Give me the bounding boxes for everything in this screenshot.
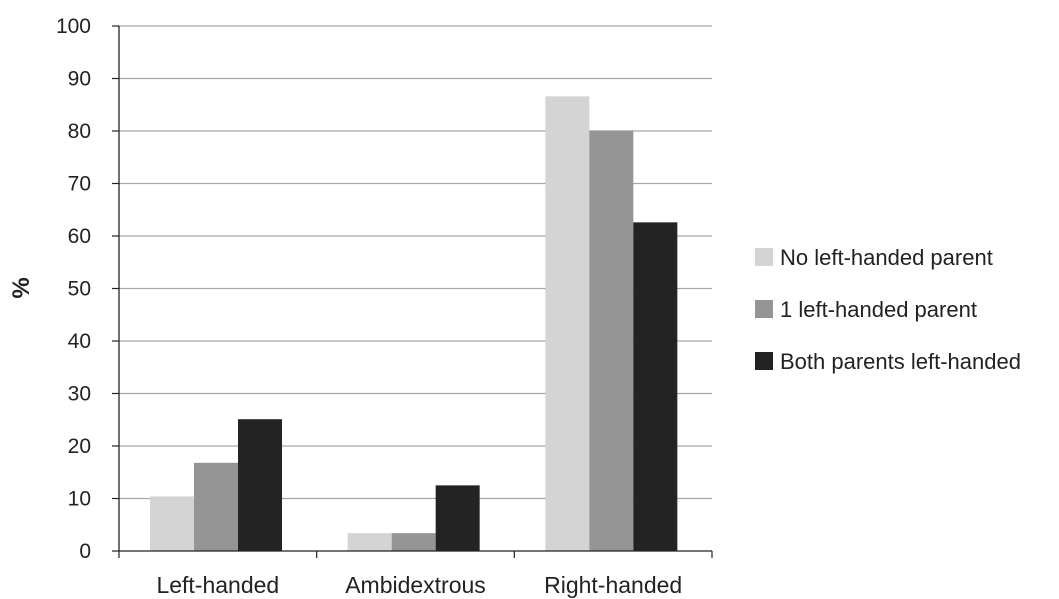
y-tick-label: 80 <box>68 120 91 143</box>
x-tick-label: Right-handed <box>544 572 682 598</box>
y-tick-labels: 0 10 20 30 40 50 60 70 80 90 100 <box>56 15 91 563</box>
y-tick-label: 50 <box>68 278 91 301</box>
x-tick-label: Left-handed <box>156 572 279 598</box>
bar <box>150 496 194 551</box>
bar <box>391 533 436 551</box>
bar <box>194 462 238 551</box>
gridlines <box>119 25 712 500</box>
y-tick-label: 40 <box>68 330 91 353</box>
bars <box>150 96 678 551</box>
y-tick-label: 60 <box>68 225 91 248</box>
legend-swatch <box>755 300 773 318</box>
y-tick-label: 90 <box>68 68 91 91</box>
legend-label: Both parents left-handed <box>780 349 1021 374</box>
y-tick-label: 10 <box>68 488 91 511</box>
y-tick-label: 0 <box>79 540 91 563</box>
bar <box>545 96 590 551</box>
y-axis-label: % <box>8 277 35 298</box>
y-tick-label: 30 <box>68 383 91 406</box>
bar <box>589 130 634 551</box>
bar <box>238 419 282 551</box>
legend-label: 1 left-handed parent <box>780 297 977 322</box>
bar <box>435 485 480 551</box>
legend: No left-handed parent 1 left-handed paren… <box>755 245 1021 374</box>
y-tick-label: 100 <box>56 15 91 38</box>
legend-swatch <box>755 352 773 370</box>
y-tick-label: 20 <box>68 435 91 458</box>
x-tick-label: Ambidextrous <box>345 572 486 598</box>
bar <box>633 222 678 551</box>
legend-swatch <box>755 248 773 266</box>
y-tick-label: 70 <box>68 173 91 196</box>
bar <box>347 533 392 551</box>
legend-label: No left-handed parent <box>780 245 993 270</box>
x-tick-labels: Left-handed Ambidextrous Right-handed <box>156 572 682 598</box>
axes <box>112 25 713 558</box>
